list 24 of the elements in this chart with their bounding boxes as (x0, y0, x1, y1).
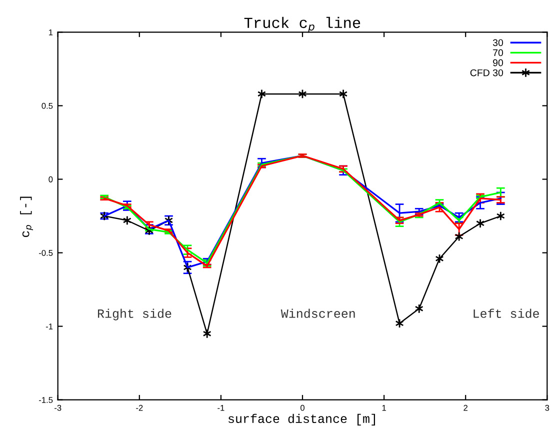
y-tick-label: 0.5 (42, 102, 53, 109)
text: c$_{p}$ [-] (20, 196, 34, 238)
legend-label: 30 (492, 39, 504, 46)
legend-label: 90 (493, 59, 504, 66)
x-tick-label: -3 (54, 404, 62, 411)
y-tick-label: -0.5 (39, 250, 53, 256)
legend-label: CFD 30 (470, 69, 504, 76)
y-tick-label: -1 (46, 324, 53, 330)
annotation: Windscreen (280, 308, 355, 318)
x-tick-label: 2 (464, 404, 468, 411)
x-tick-label: 1 (382, 404, 386, 411)
chart-title: Truck c$_{p}$ line (244, 16, 360, 33)
x-tick-label: 0 (300, 404, 304, 411)
y-tick-label: -1.5 (39, 397, 53, 403)
x-axis-title: surface distance [m] (228, 414, 375, 426)
x-tick-label: -2 (136, 404, 143, 411)
x-tick-label: -1 (218, 404, 224, 411)
point (454, 232, 464, 242)
y-tick-label: 0 (48, 176, 53, 182)
annotation: Left side (474, 308, 539, 318)
annotation: Right side (98, 308, 172, 320)
x-tick-label: 3 (545, 404, 550, 411)
y-tick-label: 1 (48, 29, 53, 36)
legend-label: 70 (493, 49, 504, 56)
